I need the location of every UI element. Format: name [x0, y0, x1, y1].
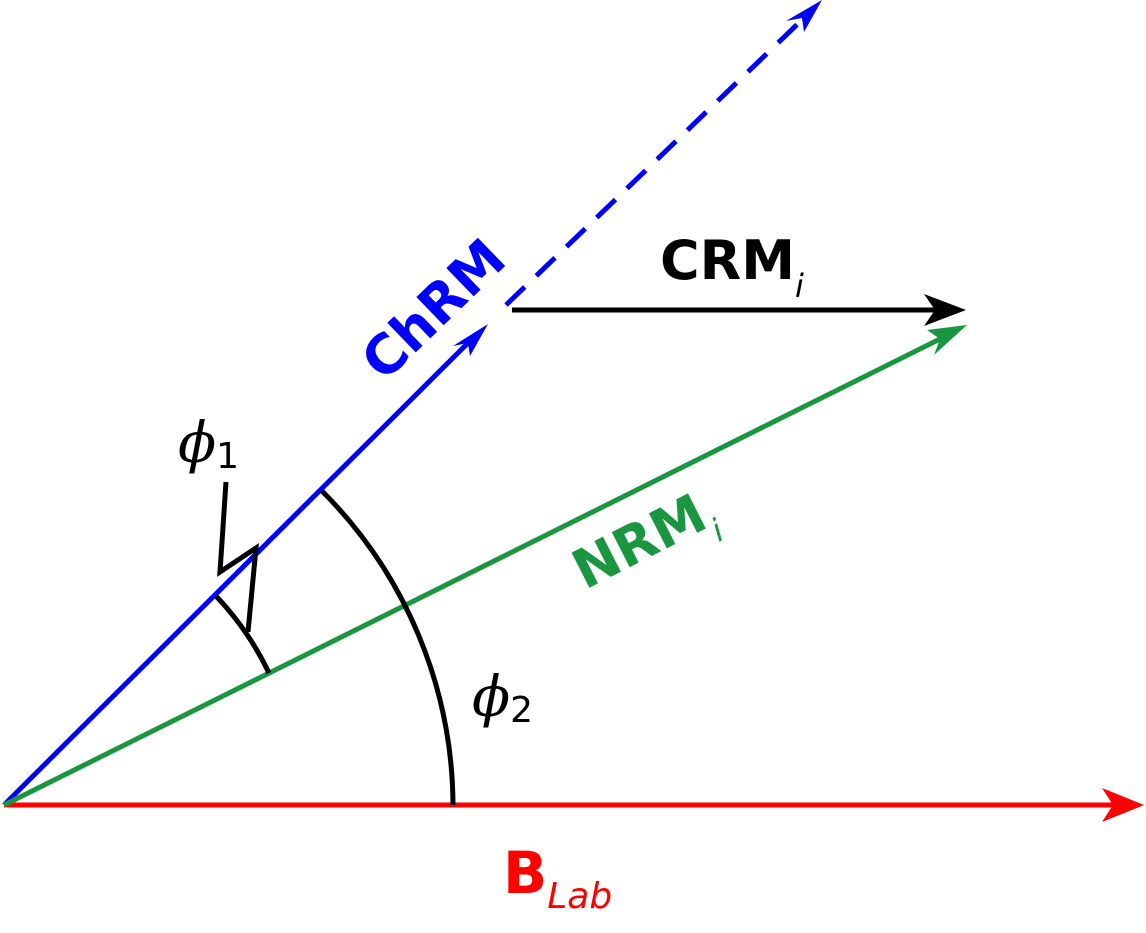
phi1-subscript: 1: [216, 436, 239, 477]
crm-label: CRMi: [660, 229, 804, 305]
nrm-label: NRMi: [562, 478, 730, 614]
nrm-line: [2, 331, 952, 808]
chrm-arrowhead: [453, 324, 488, 356]
crm-arrowhead: [924, 294, 966, 326]
chrm-extension-arrowhead: [786, 0, 822, 32]
nrm-label-main: NRM: [562, 482, 716, 602]
phi2-label: ϕ2: [472, 665, 533, 731]
phi1-label: ϕ1: [178, 411, 239, 477]
phi2-arc: [320, 489, 456, 806]
b-lab-label-sub: Lab: [547, 876, 612, 917]
crm-vector: [512, 294, 966, 326]
phi2-symbol: ϕ: [472, 665, 510, 730]
chrm-vector: [2, 324, 488, 807]
chrm-dashed-line: [504, 12, 810, 307]
chrm-extension: [504, 0, 822, 307]
b-lab-label-main: B: [503, 839, 547, 907]
b-lab-vector: [4, 788, 1144, 822]
b-lab-label: BLab: [503, 839, 612, 917]
chrm-label: ChRM: [349, 227, 517, 393]
phi1-symbol: ϕ: [178, 411, 216, 476]
nrm-vector: [2, 325, 967, 808]
svg-text:NRMi: NRMi: [562, 478, 730, 614]
phi1-arc: [214, 594, 272, 675]
phi2-subscript: 2: [510, 690, 533, 731]
crm-label-sub: i: [795, 267, 804, 305]
chrm-line: [2, 335, 476, 807]
phi1-leader: [217, 481, 259, 633]
nrm-arrowhead: [927, 325, 967, 355]
crm-label-main: CRM: [660, 229, 795, 292]
chrm-label-text: ChRM: [349, 227, 517, 393]
b-lab-arrowhead: [1102, 788, 1144, 822]
